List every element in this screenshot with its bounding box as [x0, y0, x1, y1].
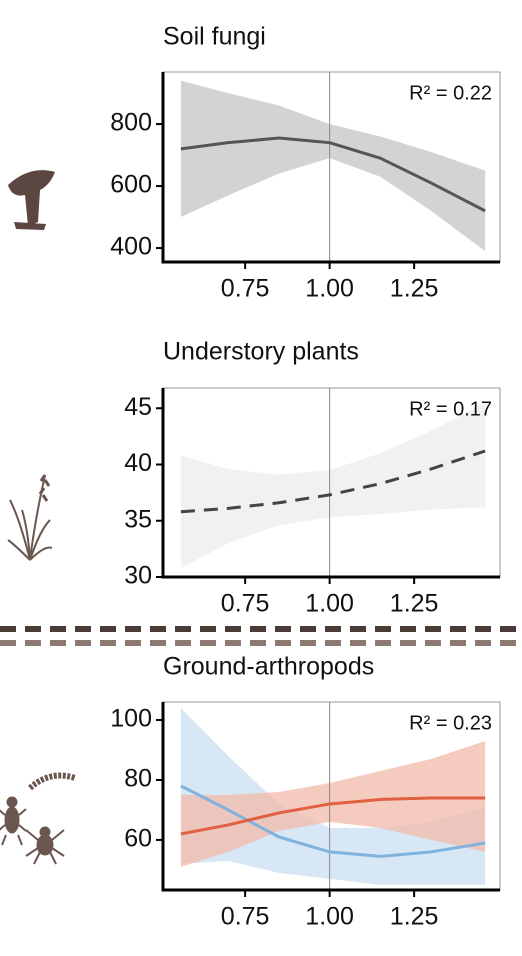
x-tick-label: 0.75 [221, 275, 270, 303]
trend-line [180, 796, 486, 836]
fungi-icon [8, 170, 55, 230]
y-tick-label: 60 [124, 825, 152, 853]
y-tick-label: 40 [124, 449, 152, 477]
trend-line [180, 784, 486, 858]
x-tick-label: 1.25 [390, 903, 439, 931]
y-tick-label: 35 [124, 505, 152, 533]
x-tick-label: 0.75 [221, 590, 270, 618]
chart-title: Understory plants [163, 338, 359, 366]
confidence-band [180, 80, 486, 252]
chart-title: Soil fungi [163, 23, 266, 51]
y-tick-label: 400 [110, 233, 152, 261]
y-tick-label: 100 [110, 705, 152, 733]
chart-title: Ground-arthropods [163, 653, 374, 681]
y-tick-label: 80 [124, 765, 152, 793]
panel: Ground-arthropods 60 80 100 0.75 1.00 1.25 R² =… [110, 653, 501, 931]
panel: Soil fungi 400 600 800 0.75 1.00 1.25 R² = 0.22 [110, 23, 501, 303]
x-tick-label: 0.75 [221, 903, 270, 931]
annotation: R² = 0.17 [409, 398, 492, 420]
trend-line [180, 136, 486, 213]
y-tick-label: 45 [124, 393, 152, 421]
trend-line [180, 449, 486, 514]
y-tick-label: 800 [110, 109, 152, 137]
x-tick-label: 1.25 [390, 590, 439, 618]
annotation: R² = 0.22 [409, 82, 492, 104]
panel: Understory plants 30 35 40 45 0.75 1.00 1.25 R² … [124, 338, 501, 618]
arthropod-icon [0, 772, 76, 865]
confidence-band [180, 402, 486, 568]
confidence-band [180, 707, 486, 885]
x-tick-label: 1.25 [390, 275, 439, 303]
y-tick-label: 30 [124, 562, 152, 590]
y-tick-label: 600 [110, 171, 152, 199]
annotation: R² = 0.23 [409, 712, 492, 734]
x-tick-label: 1.00 [305, 590, 354, 618]
plant-icon [7, 474, 53, 561]
x-tick-label: 1.00 [305, 275, 354, 303]
x-tick-label: 1.00 [305, 903, 354, 931]
